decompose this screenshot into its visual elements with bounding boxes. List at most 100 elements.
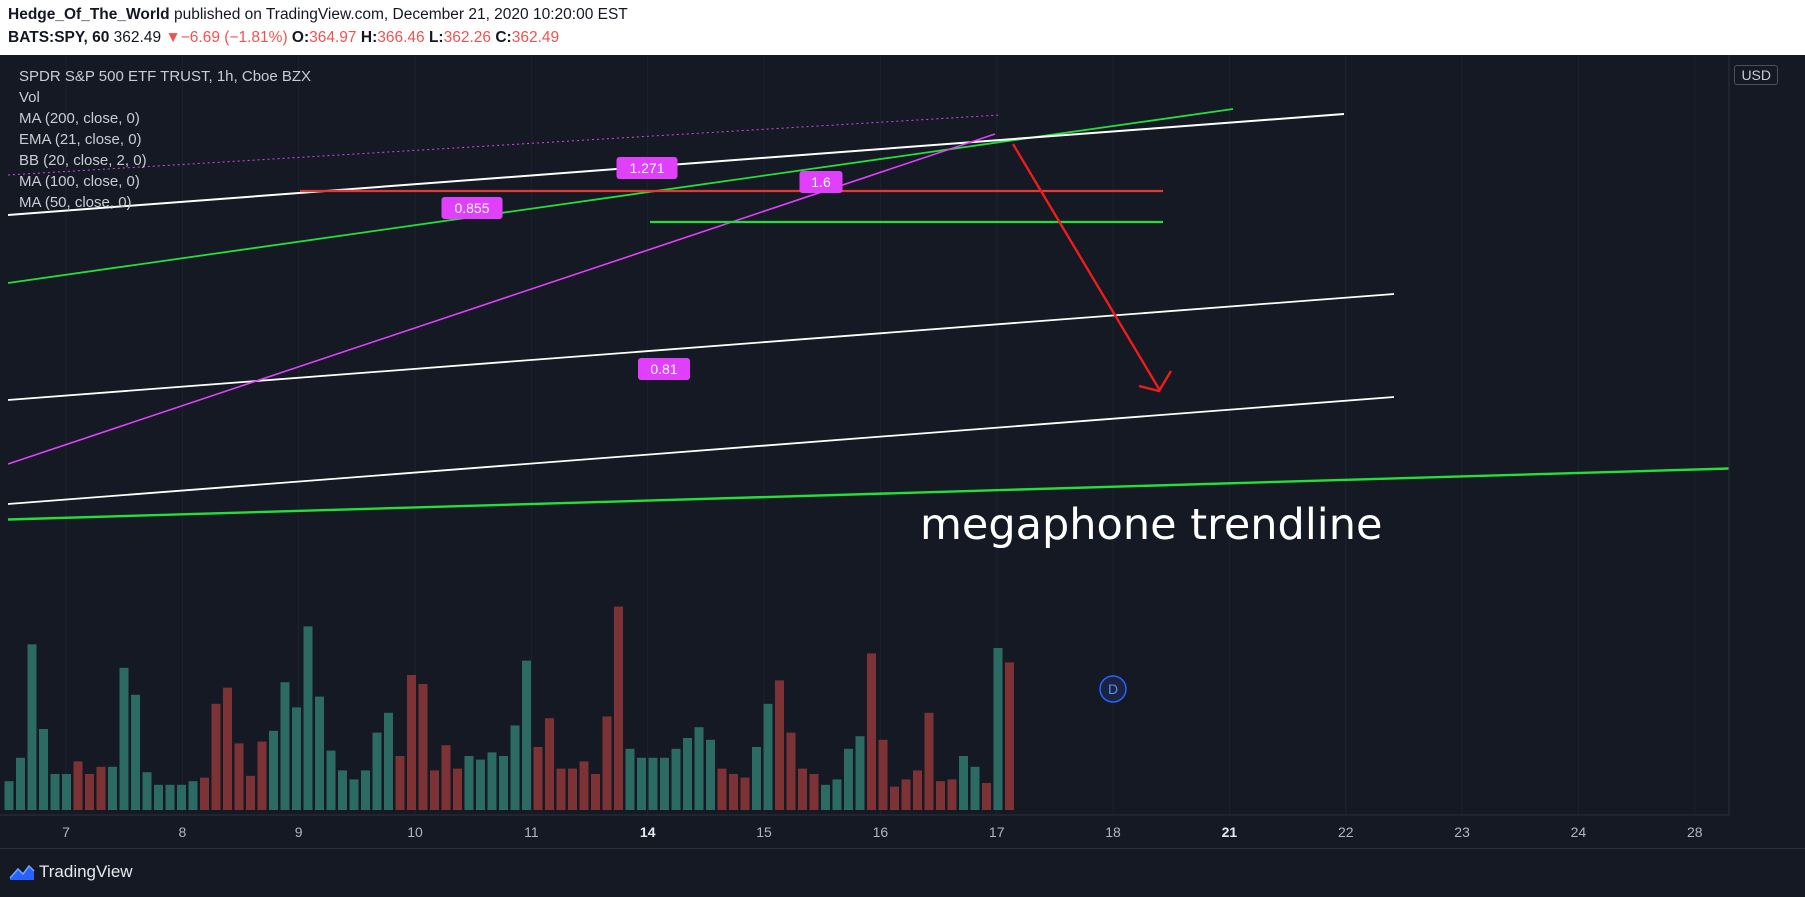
x-axis-tick-label: 18 (1105, 824, 1121, 840)
author-name[interactable]: Hedge_Of_The_World (8, 6, 170, 23)
close-value: 362.49 (511, 29, 560, 46)
legend-item-ma200[interactable]: MA (200, close, 0) (19, 110, 140, 127)
legend-item-bb[interactable]: BB (20, close, 2, 0) (19, 152, 147, 169)
publication-line: Hedge_Of_The_World published on TradingV… (8, 6, 628, 24)
volume-bar (522, 660, 531, 810)
legend-item-ma100[interactable]: MA (100, close, 0) (19, 173, 140, 190)
x-axis-labels: 7 8 9 10 11 14 15 16 17 18 21 22 23 24 28 (62, 824, 1703, 840)
volume-bars (4, 606, 1014, 810)
volume-bar (73, 761, 83, 810)
footer-bar: TradingView (0, 848, 1805, 897)
volume-bar (200, 777, 209, 810)
legend-item-ma50[interactable]: MA (50, close, 0) (19, 194, 132, 211)
symbol-quote-line: BATS:SPY, 60 362.49 ▼−6.69 (−1.81%) O:36… (8, 29, 559, 47)
volume-bar (683, 738, 692, 810)
volume-bar (177, 784, 186, 810)
volume-bar (878, 739, 888, 810)
legend-title: SPDR S&P 500 ETF TRUST, 1h, Cboe BZX (19, 68, 312, 85)
volume-bar (246, 775, 255, 810)
volume-bar (579, 761, 589, 810)
volume-bar (280, 682, 290, 810)
volume-bar (752, 747, 761, 810)
volume-bar (211, 703, 221, 810)
volume-bar (913, 770, 922, 810)
indicator-legend: SPDR S&P 500 ETF TRUST, 1h, Cboe BZX Vol… (19, 66, 311, 213)
volume-bar (464, 756, 474, 810)
close-label: C: (495, 29, 512, 46)
volume-bar (706, 739, 715, 810)
x-axis-tick-label: 10 (407, 824, 423, 840)
volume-bar (303, 626, 313, 810)
volume-bar (809, 774, 819, 810)
fib-ratio-text: 0.855 (454, 200, 489, 216)
volume-bar (418, 684, 428, 810)
x-axis-tick-label: 9 (295, 824, 303, 840)
projection-arrow-shaft (1011, 143, 1161, 390)
volume-bar (39, 729, 48, 810)
high-label: H: (360, 29, 378, 46)
volume-bar (970, 766, 980, 810)
volume-bar (223, 687, 232, 810)
currency-button[interactable]: USD (1734, 65, 1778, 85)
low-label: L: (428, 29, 444, 46)
projection-arrow-head (1138, 370, 1173, 393)
grid-lines (65, 55, 1696, 815)
volume-bar (326, 750, 336, 810)
x-axis-tick-label: 17 (989, 824, 1005, 840)
volume-bar (844, 748, 853, 810)
volume-bar (614, 606, 623, 810)
volume-bar (832, 779, 842, 810)
last-price: 362.49 (113, 29, 162, 46)
lower-green-trendline (7, 467, 1730, 521)
x-axis-tick-label: 24 (1571, 824, 1587, 840)
volume-bar (763, 703, 773, 810)
x-axis-tick-label: 11 (524, 824, 539, 840)
volume-bar (108, 766, 117, 810)
volume-bar (292, 707, 301, 810)
volume-bar (648, 757, 658, 810)
symbol-name: BATS:SPY, 60 (8, 29, 110, 46)
volume-bar (85, 774, 94, 810)
down-arrow-icon: ▼ (165, 29, 181, 46)
volume-bar (338, 770, 347, 810)
volume-bar (453, 768, 462, 810)
volume-bar (936, 781, 945, 810)
x-axis-tick-label: 22 (1338, 824, 1354, 840)
volume-bar (786, 732, 796, 810)
fib-ratio-box (799, 171, 843, 193)
tradingview-brand[interactable]: TradingView (9, 862, 133, 882)
volume-bar (27, 644, 37, 810)
volume-bar (269, 730, 278, 810)
volume-bar (234, 743, 244, 810)
open-value: 364.97 (309, 29, 357, 46)
published-text: published on TradingView.com, December 2… (173, 6, 628, 23)
fib-ratio-label: 1.6 (799, 171, 843, 193)
volume-bar (602, 716, 612, 810)
volume-bar (775, 680, 784, 810)
legend-item-ema21[interactable]: EMA (21, close, 0) (19, 131, 142, 148)
volume-bar (165, 784, 175, 810)
volume-bar (729, 774, 738, 810)
x-axis-tick-label: 7 (62, 824, 70, 840)
fib-ratio-text: 0.81 (650, 361, 677, 377)
volume-bar (867, 653, 876, 810)
volume-bar (1005, 662, 1014, 810)
volume-bar (556, 768, 566, 810)
volume-bar (476, 759, 485, 810)
volume-bar (625, 748, 635, 810)
volume-bar (384, 712, 393, 810)
pattern-dotted-line (7, 114, 1001, 176)
fib-ratio-text: 1.6 (811, 174, 831, 190)
legend-item-vol[interactable]: Vol (19, 89, 40, 106)
volume-bar (4, 781, 14, 810)
volume-bar (257, 741, 267, 810)
fib-ratio-box (441, 197, 503, 219)
low-value: 362.26 (443, 29, 492, 46)
volume-bar (16, 757, 25, 810)
volume-bar (62, 774, 71, 810)
volume-bar (96, 766, 106, 810)
volume-bar (890, 786, 899, 810)
volume-bar (407, 675, 416, 810)
